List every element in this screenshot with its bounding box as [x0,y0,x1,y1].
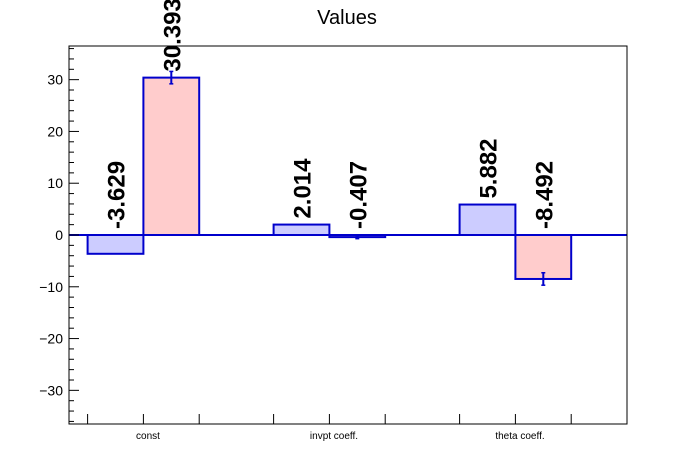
x-category-label: theta coeff. [495,431,544,442]
x-category-label: const [136,431,160,442]
y-tick-label: 20 [47,123,63,139]
x-category-label: invpt coeff. [310,431,358,442]
y-tick-label: −10 [39,279,63,295]
y-tick-label: −30 [39,382,63,398]
bar-s1-c0 [142,76,201,237]
data-label-s0-c0: -3.629 [104,161,131,229]
y-tick-label: 30 [47,72,63,88]
data-labels-layer: -3.629 2.014 5.882 30.393 -0.407 -8.492 [104,0,559,229]
y-tick-label: −20 [39,331,63,347]
data-label-s1-c0: 30.393 [159,0,186,72]
chart-title: Values [317,7,377,29]
data-label-s0-c1: 2.014 [290,158,317,219]
data-label-s1-c2: -8.492 [531,161,558,229]
data-label-s0-c2: 5.882 [476,138,503,198]
y-tick-label: 10 [47,175,63,191]
data-label-s1-c1: -0.407 [345,161,372,229]
y-tick-label: 0 [55,227,63,243]
bars-layer [86,70,573,286]
axes-layer: −30 −20 −10 0 10 20 30 const invpt coeff. theta c… [39,45,628,442]
bar-s0-c2 [458,203,517,237]
bar-s0-c1 [272,223,331,236]
bar-s0-c0 [86,234,145,255]
